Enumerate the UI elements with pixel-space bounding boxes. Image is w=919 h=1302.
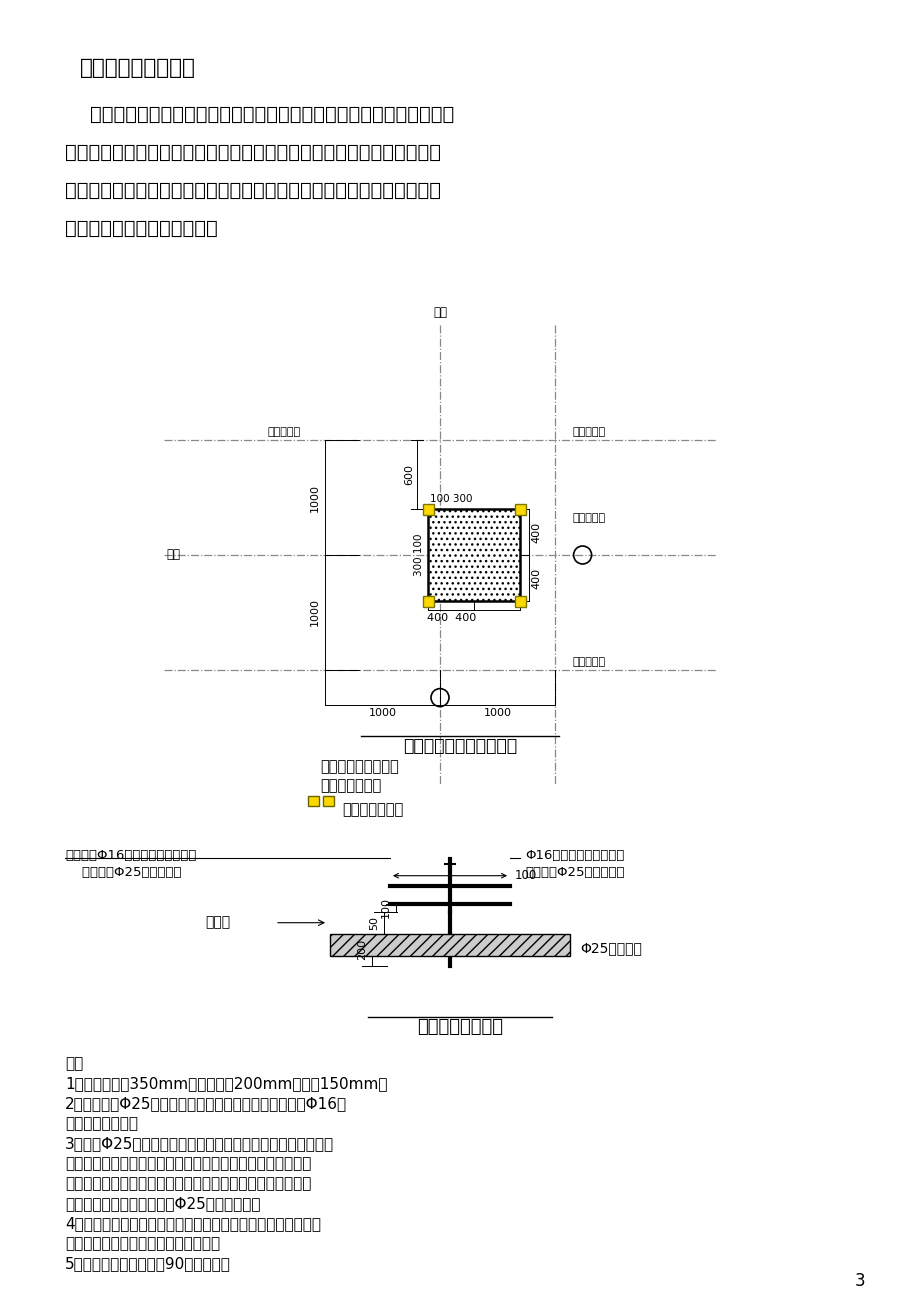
Bar	[515, 504, 526, 514]
Text: 框架柱定位筋做法: 框架柱定位筋做法	[416, 1018, 503, 1035]
Bar	[428, 509, 520, 602]
Text: 100: 100	[380, 897, 391, 918]
Text: 为了预防以往经常发生的，由于框架柱偏位导致框架梁随之偏移的质量: 为了预防以往经常发生的，由于框架柱偏位导致框架梁随之偏移的质量	[65, 105, 454, 124]
Text: 3、由于Φ25钢筋立棍为事先预埋，而预埋时无法精确定位，故: 3、由于Φ25钢筋立棍为事先预埋，而预埋时无法精确定位，故	[65, 1135, 334, 1151]
Text: ：框架柱定位筋: ：框架柱定位筋	[342, 802, 403, 816]
Text: 预埋位置可能出现偏差。解决措施为：待楼板砼浇筑完毕，弹: 预埋位置可能出现偏差。解决措施为：待楼板砼浇筑完毕，弹	[65, 1156, 311, 1170]
Text: 完轴线控制线后，根据其相对轴线控制线的实际距离加工水平: 完轴线控制线后，根据其相对轴线控制线的实际距离加工水平	[65, 1176, 311, 1191]
Text: 筋短棍用于顶模；: 筋短棍用于顶模；	[65, 1116, 138, 1130]
Bar	[323, 796, 334, 806]
Text: 钢筋短棍，然后将其焊接在Φ25钢筋立棍上；: 钢筋短棍，然后将其焊接在Φ25钢筋立棍上；	[65, 1195, 260, 1211]
Text: 筋。实践证明，采用该法施工，既简洁、方便、快捷，造价也较为经济，: 筋。实践证明，采用该法施工，既简洁、方便、快捷，造价也较为经济，	[65, 181, 440, 201]
Text: 300 100: 300 100	[414, 534, 424, 577]
Text: 400: 400	[531, 521, 541, 543]
Bar	[330, 934, 570, 956]
Text: 600: 600	[403, 464, 414, 486]
Text: 角定位尺寸相同: 角定位尺寸相同	[320, 777, 380, 793]
Text: 2、定位筋由Φ25钢筋制成，外露部分的两个侧面均后焊Φ16钢: 2、定位筋由Φ25钢筋制成，外露部分的两个侧面均后焊Φ16钢	[65, 1096, 346, 1111]
Text: 5、两根水平钢筋短棍呈90度角垂直。: 5、两根水平钢筋短棍呈90度角垂直。	[65, 1255, 231, 1271]
Text: 50: 50	[369, 915, 379, 930]
Text: 焊接完毕后，在外露端部满涂防锈漆；: 焊接完毕后，在外露端部满涂防锈漆；	[65, 1236, 220, 1251]
Text: 轴线: 轴线	[165, 548, 180, 561]
Text: 框架柱的施工质量易于保证。: 框架柱的施工质量易于保证。	[65, 219, 218, 238]
Text: 400  400: 400 400	[426, 613, 476, 624]
Text: 另一方向Φ16短钢筋棍，用于顶模: 另一方向Φ16短钢筋棍，用于顶模	[65, 849, 196, 862]
Text: 通病出现，该工程特别研究、制定了框架柱纠偏措施，即加设框架柱定位: 通病出现，该工程特别研究、制定了框架柱纠偏措施，即加设框架柱定位	[65, 143, 440, 161]
Text: 轴线: 轴线	[433, 306, 447, 319]
Text: 4、水平钢筋短棍加工时必须使用砂轮机切割，端部必须磨平，: 4、水平钢筋短棍加工时必须使用砂轮机切割，端部必须磨平，	[65, 1216, 321, 1230]
Text: 轴线控制线: 轴线控制线	[267, 427, 301, 437]
Text: 1、定位筋全长350mm，埋入砼内200mm，外露150mm；: 1、定位筋全长350mm，埋入砼内200mm，外露150mm；	[65, 1075, 387, 1091]
Bar	[515, 595, 526, 607]
Text: 注：: 注：	[65, 1056, 83, 1070]
Bar	[423, 595, 434, 607]
Text: 1000: 1000	[483, 707, 511, 717]
Text: 二、框架柱定位措施: 二、框架柱定位措施	[80, 59, 196, 78]
Text: 注：框架柱定位筋四: 注：框架柱定位筋四	[320, 759, 398, 773]
Text: 100 300: 100 300	[430, 493, 472, 504]
Bar	[428, 509, 520, 602]
Text: 3: 3	[854, 1272, 865, 1290]
Text: 根部含在Φ25钢筋立棍上: 根部含在Φ25钢筋立棍上	[525, 866, 624, 879]
Text: 200: 200	[357, 939, 367, 961]
Text: 砼楼面: 砼楼面	[205, 915, 230, 930]
Text: 框架柱定位筋平面位置图: 框架柱定位筋平面位置图	[403, 737, 516, 755]
Text: 根部含在Φ25钢筋立棍上: 根部含在Φ25钢筋立棍上	[65, 866, 181, 879]
Text: 100: 100	[515, 870, 537, 883]
Text: 1000: 1000	[369, 707, 396, 717]
Text: 400: 400	[531, 568, 541, 589]
Text: Φ25钢筋立棍: Φ25钢筋立棍	[579, 941, 641, 956]
Text: 轴线控制线: 轴线控制线	[572, 427, 605, 437]
Text: 1000: 1000	[310, 599, 320, 626]
Bar	[423, 504, 434, 514]
Text: 轴线控制线: 轴线控制线	[572, 658, 605, 667]
Text: 轴线控制线: 轴线控制线	[572, 513, 605, 523]
Bar	[330, 934, 570, 956]
Text: 1000: 1000	[310, 483, 320, 512]
Bar	[308, 796, 319, 806]
Text: Φ16短钢筋棍，用于顶模: Φ16短钢筋棍，用于顶模	[525, 849, 624, 862]
